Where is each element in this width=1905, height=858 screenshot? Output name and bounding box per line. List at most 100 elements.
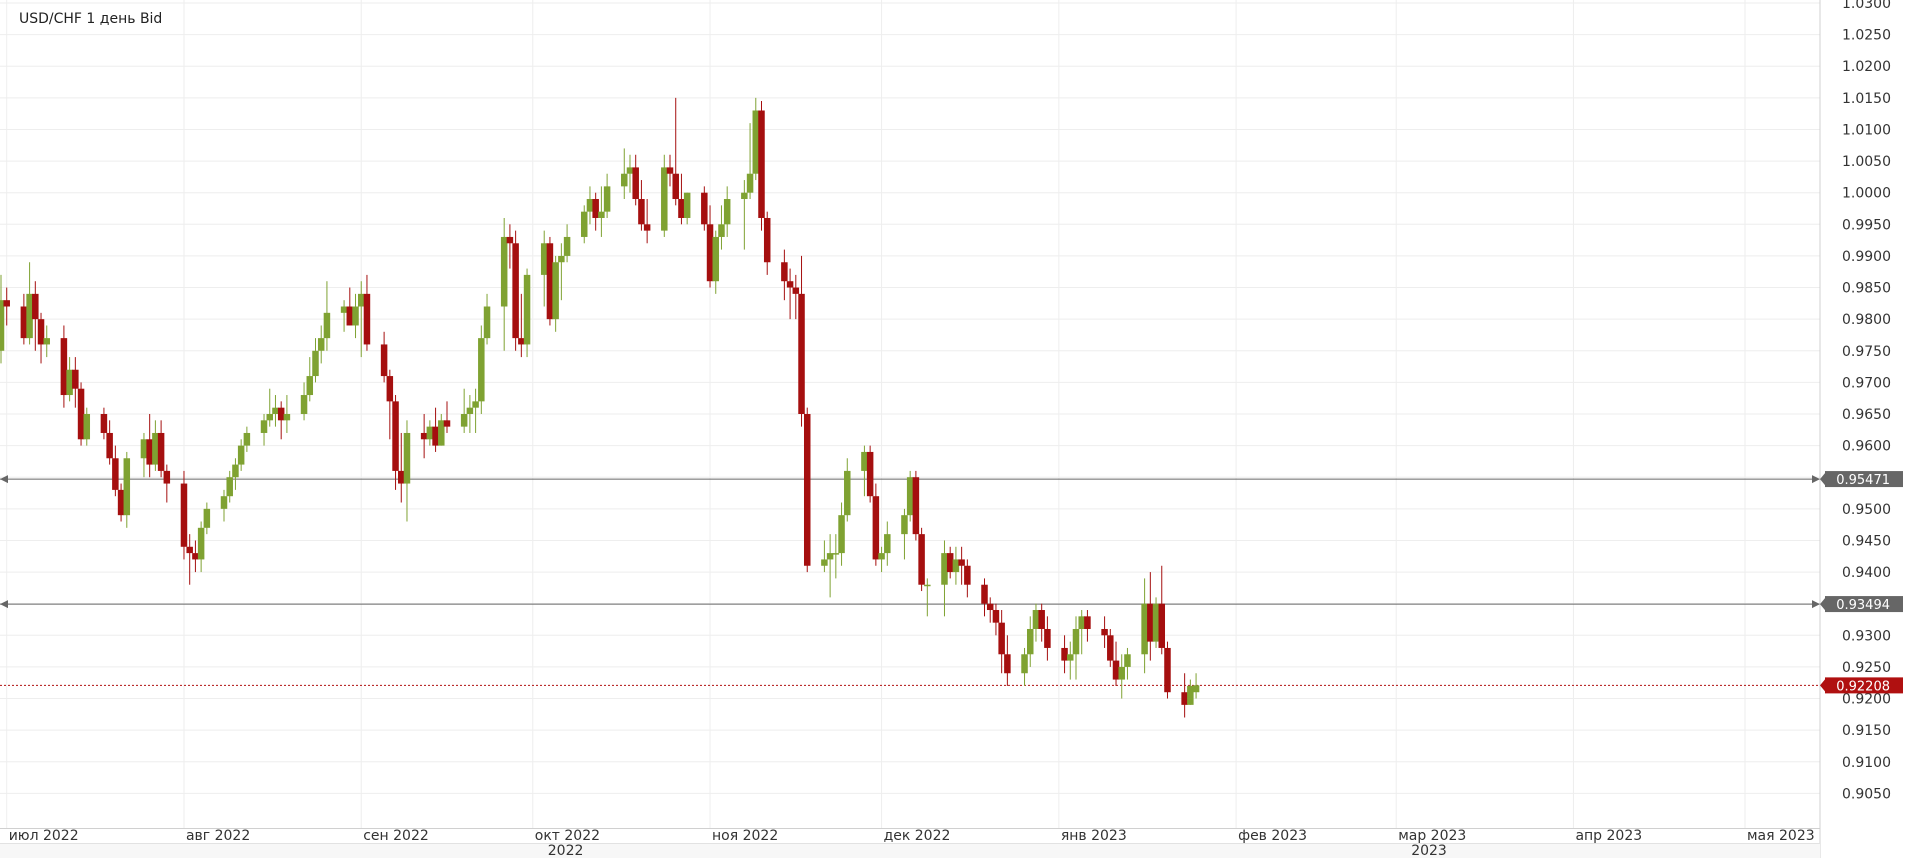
candle-body [37,319,45,345]
candle-down [803,407,811,573]
candle-up [66,357,73,402]
x-axis: июл 2022 авг 2022 сен 2022 окт 2022 ноя 2022… [0,828,1820,858]
candle-body [1044,628,1051,648]
candle-up [152,420,159,471]
candle-body [243,432,251,446]
candle-body [901,515,908,535]
candle-up [1141,578,1148,674]
candle-body [1187,685,1194,705]
candle-up [558,243,565,301]
candle-body [758,110,765,218]
candle-body [598,211,605,218]
candle-down [912,470,920,541]
candle-up [712,230,720,294]
candle-up [683,192,691,225]
candle-body [844,470,851,516]
candle-up [306,357,314,402]
candle-down [157,420,165,478]
x-tick-label: ноя 2022 [712,828,778,844]
candle-body [706,224,714,282]
candle-down [866,445,874,503]
candle-body [1072,628,1080,655]
candle-up [941,540,948,617]
candle-down [592,192,599,231]
candle-body [1152,603,1160,642]
candle-body [946,553,954,573]
candle-down [3,287,10,326]
candle-body [380,344,388,377]
candle-body [386,376,394,402]
y-tick-label: 0.9950 [1842,217,1891,233]
candle-up [83,407,91,446]
candle-up [140,432,148,478]
candle-down [380,331,388,383]
candle-up [266,388,273,427]
candle-down [946,546,954,579]
candle-down [638,180,645,231]
candle-body [43,338,50,345]
candle-up [260,414,268,446]
candle-body [1101,628,1108,636]
candle-body [912,477,920,535]
candle-body [683,192,691,218]
candle-down [964,559,971,598]
candle-body [106,432,113,459]
candle-body [958,559,965,566]
candle-body [403,432,411,484]
candle-up [272,395,279,427]
candle-up [603,173,611,218]
candle-body [66,369,73,396]
y-tick-label: 1.0200 [1842,59,1891,75]
candle-up [1124,647,1131,680]
y-axis: 1.0300 1.0250 1.0200 1.0150 1.0100 1.0050 1.00… [1819,0,1891,858]
y-tick-label: 1.0150 [1842,91,1891,107]
y-tick-label: 0.9650 [1842,407,1891,423]
candle-up [237,439,245,471]
candle-body [638,199,645,225]
candle-body [72,369,79,389]
candle-body [363,293,371,345]
candle-body [352,306,359,326]
candle-body [460,414,468,427]
y-tick-label: 0.9300 [1842,628,1891,644]
candle-down [186,534,193,585]
candle-down [678,173,685,225]
candle-body [918,534,925,585]
candle-up [26,262,33,345]
candle-body [180,483,188,547]
candle-body [83,414,91,440]
candle-up [906,470,914,522]
candle-up [426,420,434,446]
candle-body [906,477,914,516]
candle-down [701,186,708,231]
candle-body [443,420,451,427]
candle-up [203,502,211,535]
candle-body [723,199,731,225]
price-tag [1825,677,1903,694]
candle-up [523,268,531,358]
candle-body [1084,616,1091,629]
y-tick-label: 0.9250 [1842,660,1891,676]
candle-body [186,546,193,554]
candle-body [838,515,845,554]
candle-down [763,211,771,275]
candle-body [152,432,159,465]
candle-body [992,610,1000,623]
x-tick-label: апр 2023 [1575,828,1642,844]
y-tick-label: 0.9500 [1842,502,1891,518]
candle-body [220,496,228,509]
candle-body [26,293,33,339]
candle-body [420,432,428,440]
candle-body [558,255,565,263]
price-tag [1825,471,1903,488]
candle-up [483,293,491,345]
candle-body [146,439,153,465]
candle-down [1044,616,1051,661]
candle-up [952,546,960,585]
candle-up [598,186,605,237]
candle-up [580,205,588,244]
candle-body [1124,654,1131,667]
candle-body [506,236,514,244]
candle-down [180,470,188,560]
